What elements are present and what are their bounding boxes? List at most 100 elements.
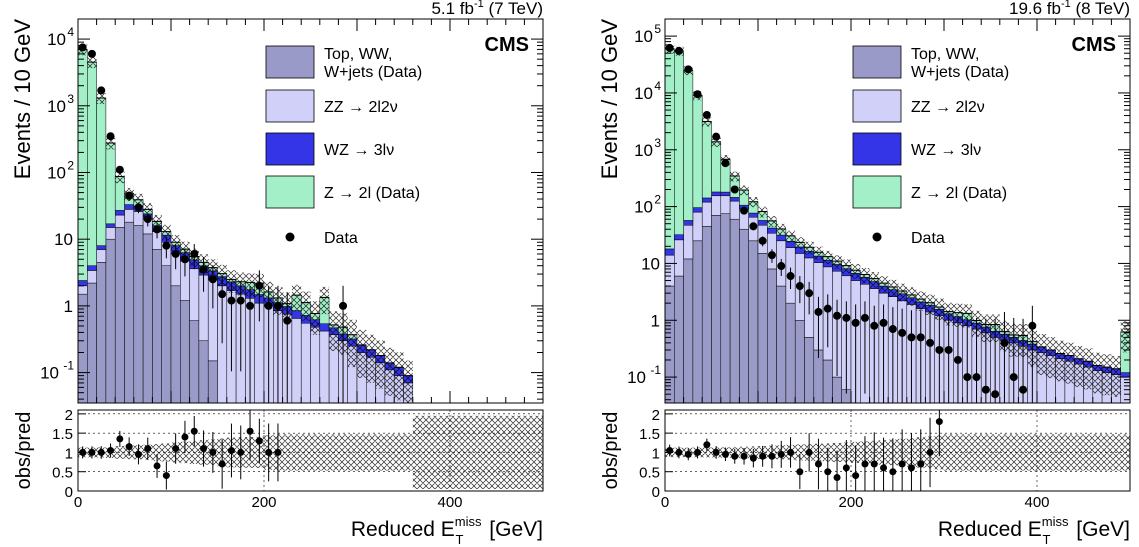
ratio-point [814,460,822,468]
ratio-point [190,427,198,435]
ratio-uncertainty-hatch [999,434,1010,471]
bar-z [105,142,116,225]
uncertainty-hatch [878,276,889,293]
data-point [153,225,162,234]
uncertainty-hatch [1083,348,1093,390]
data-point [87,49,96,58]
data-point [786,272,795,281]
ratio-uncertainty-hatch [422,415,432,490]
y-tick-label: 1 [651,311,660,330]
data-point [78,43,87,52]
ratio-point [218,460,226,468]
uncertainty-hatch [375,340,385,389]
ratio-point [907,464,915,472]
bar-top [832,376,842,404]
data-point [264,301,273,310]
ratio-uncertainty-hatch [366,434,376,471]
ratio-point [731,452,739,460]
uncertainty-hatch [851,263,861,279]
y-tick-label: 10 [641,254,660,273]
data-point [143,215,152,224]
ratio-point [861,460,869,468]
uncertainty-hatch [934,298,944,321]
y-tick-exponent: 5 [654,22,661,36]
data-point [935,345,944,354]
bar-top [692,240,703,404]
y-tick-exponent: 3 [67,92,74,106]
y-tick-exponent: 4 [654,79,661,93]
ratio-frame [664,409,1131,492]
data-point [246,301,255,310]
uncertainty-hatch [87,57,97,69]
ratio-point [227,447,235,454]
plot-frame [664,18,1131,404]
bar-wz [124,204,135,210]
y-tick-label: 10 [634,84,653,103]
y-axis-title: Events / 10 GeV [10,19,35,180]
bar-top [96,262,107,404]
uncertainty-hatch [1046,337,1056,379]
y-tick-label: 10 [40,364,59,383]
bar-zz [124,209,135,223]
ratio-point [684,450,692,458]
bar-top [114,227,125,404]
ratio-uncertainty-hatch [1064,434,1075,471]
uncertainty-hatch [105,137,116,150]
ratio-point [200,445,208,453]
y-axis-title: Events / 10 GeV [597,19,622,180]
bar-top [170,285,181,404]
data-point [199,265,208,274]
legend-label-data: Data [324,230,358,247]
data-point [180,255,189,264]
data-point [926,338,935,347]
data-points [665,43,1037,403]
x-axis-title: Reduced Emiss T [GeV] [351,514,543,547]
bar-top [804,337,815,404]
ratio-uncertainty-hatch [440,415,450,490]
ratio-point [237,448,245,456]
bar-wz [674,234,684,241]
ratio-point [842,464,850,472]
uncertainty-hatch [1111,355,1121,397]
y-tick-label: 1 [64,297,73,316]
bar-wz [114,210,125,216]
bar-z [692,95,703,208]
bar-z [96,97,107,246]
uncertainty-hatch [758,206,768,218]
bar-zz [87,270,97,284]
data-point [851,318,860,327]
bar-wz [748,212,759,218]
legend-label-data: Data [911,230,945,247]
ratio-point [768,452,776,460]
bar-top [207,360,218,404]
bar-top [785,302,796,404]
data-point [777,262,786,271]
y-tick-label: 10 [627,368,646,387]
x-title-sub: T [456,532,464,547]
bar-wz [776,234,787,242]
y-tick-label: 10 [47,30,66,49]
data-point [758,236,767,245]
ratio-point [97,448,105,456]
ratio-uncertainty-hatch [505,415,516,490]
bar-zz [692,211,703,242]
ratio-uncertainty-hatch [1083,434,1093,471]
legend-label-z: Z → 2l (Data) [324,185,420,202]
uncertainty-hatch [916,291,926,311]
data-point [888,325,897,334]
uncertainty-hatch [394,352,404,401]
legend-swatch-wz [265,132,315,166]
cms-label: CMS [1072,34,1116,56]
uncertainty-hatch [860,267,870,284]
y-tick-exponent: -1 [650,363,661,377]
ratio-uncertainty-hatch [375,434,385,471]
bar-z [674,50,684,235]
ratio-y-tick-label: 0 [652,484,660,501]
bar-top [822,359,833,404]
data-point [702,110,711,119]
ratio-uncertainty-hatch [953,434,963,471]
ratio-point [777,450,785,458]
uncertainty-hatch [96,93,106,105]
data-point [814,307,823,316]
x-title-sub: T [1043,532,1051,547]
